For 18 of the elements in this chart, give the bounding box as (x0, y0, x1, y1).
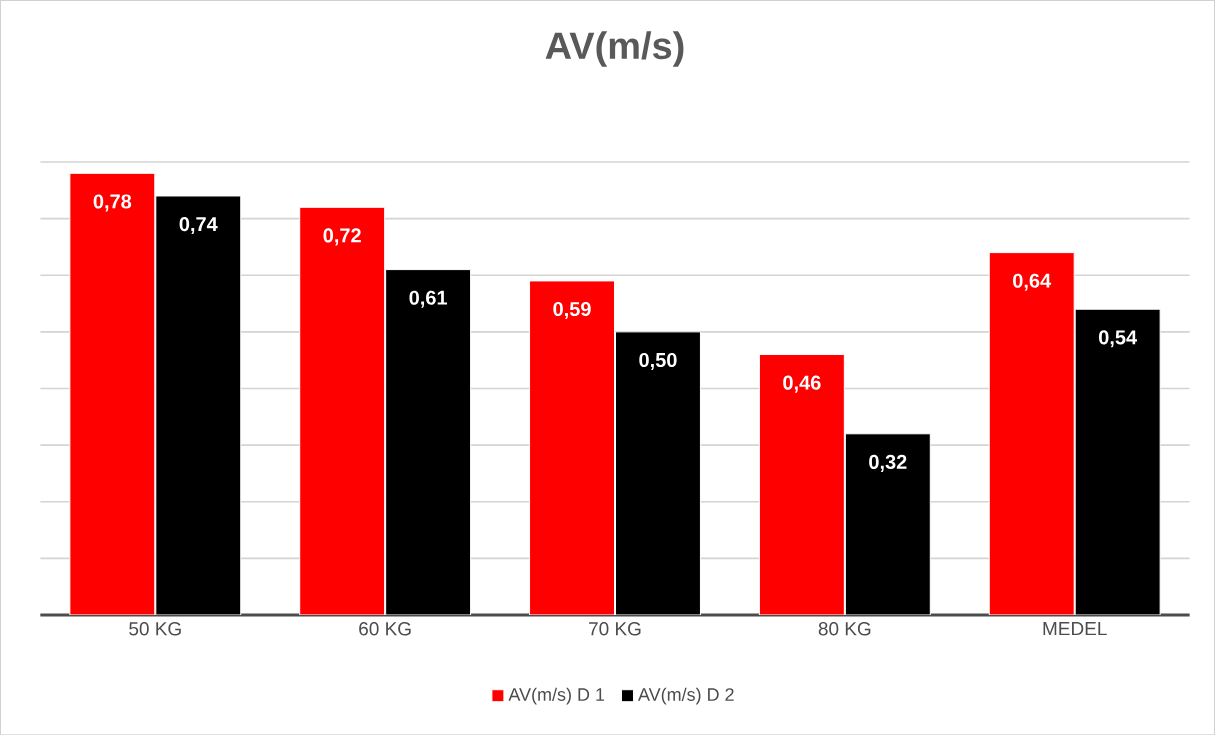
legend-label: AV(m/s) D 1 (508, 687, 605, 705)
data-label: 0,59 (553, 301, 591, 319)
x-tick-label: MEDEL (1043, 621, 1107, 635)
data-label: 0,46 (783, 375, 821, 393)
data-label: 0,64 (1013, 273, 1052, 291)
data-label: 0,78 (93, 194, 132, 212)
data-label: 0,50 (639, 352, 677, 370)
data-label: 0,72 (323, 228, 361, 246)
x-tick-label: 50 KG (129, 621, 181, 636)
x-tick-label: 60 KG (359, 621, 411, 636)
legend-label: AV(m/s) D 2 (638, 687, 734, 705)
data-label: 0,32 (869, 454, 907, 472)
x-tick-label: 70 KG (589, 621, 641, 636)
chart-title: AV(m/s) (545, 31, 684, 67)
data-label: 0,54 (1099, 330, 1137, 348)
x-tick-label: 80 KG (818, 621, 871, 636)
data-label: 0,61 (409, 290, 448, 308)
data-label: 0,74 (179, 216, 218, 234)
